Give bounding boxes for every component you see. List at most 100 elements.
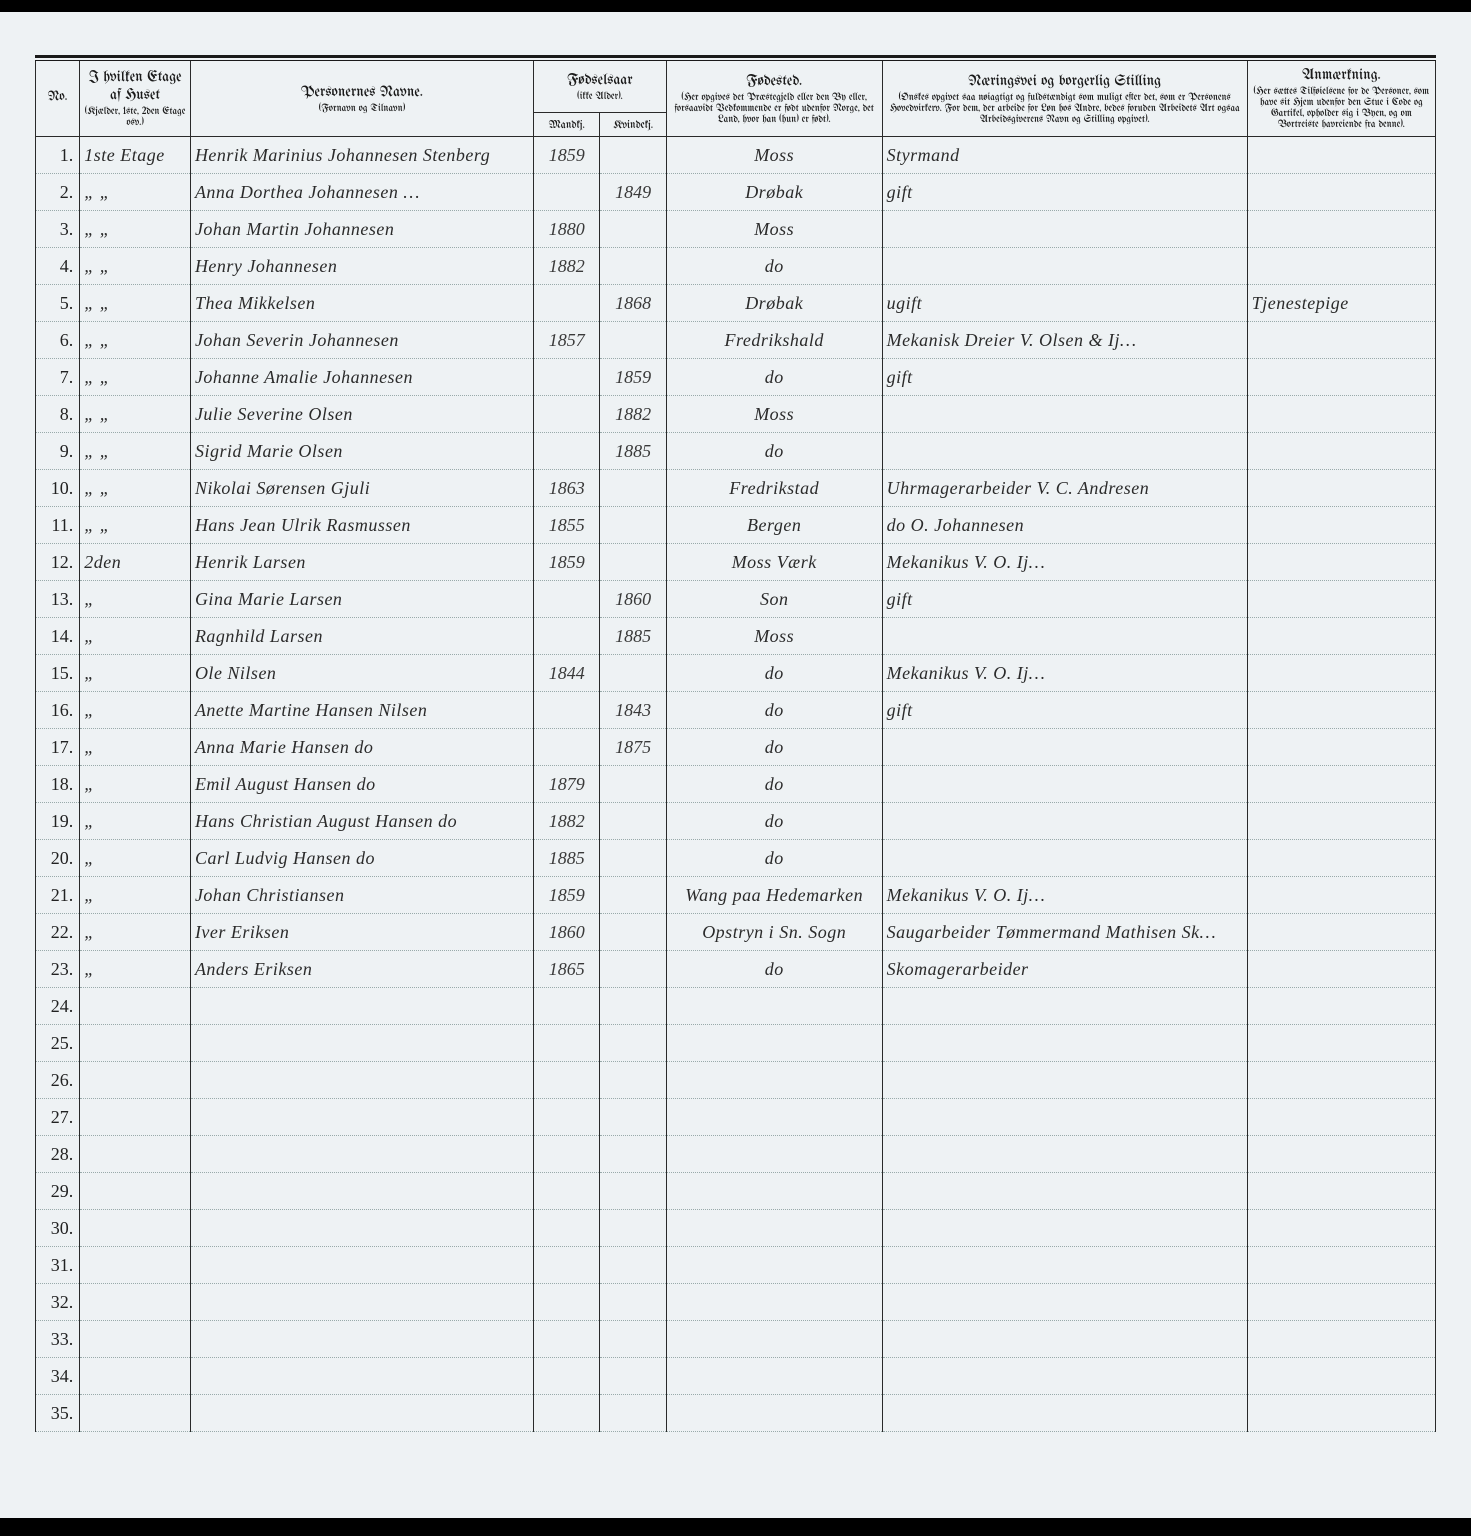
cell-remarks — [1247, 692, 1435, 729]
cell-remarks — [1247, 507, 1435, 544]
cell-occupation: gift — [882, 174, 1247, 211]
cell-birthplace: do — [666, 951, 882, 988]
cell-year-male — [534, 1136, 600, 1173]
cell-no: 27. — [36, 1099, 80, 1136]
cell-year-female: 1860 — [600, 581, 666, 618]
cell-no: 15. — [36, 655, 80, 692]
cell-year-male — [534, 1321, 600, 1358]
cell-year-female — [600, 1062, 666, 1099]
table-row: 10.„ „Nikolai Sørensen Gjuli1863Fredriks… — [36, 470, 1436, 507]
cell-no: 13. — [36, 581, 80, 618]
cell-name — [190, 1284, 533, 1321]
cell-year-female — [600, 951, 666, 988]
cell-etage: „ „ — [80, 211, 191, 248]
cell-year-male — [534, 1247, 600, 1284]
cell-year-female — [600, 507, 666, 544]
cell-occupation: Mekanikus V. O. Ij… — [882, 877, 1247, 914]
cell-occupation — [882, 211, 1247, 248]
cell-year-male: 1880 — [534, 211, 600, 248]
cell-etage — [80, 1247, 191, 1284]
cell-remarks — [1247, 1099, 1435, 1136]
cell-remarks — [1247, 1395, 1435, 1432]
cell-occupation — [882, 1358, 1247, 1395]
table-row: 12.2denHenrik Larsen1859Moss VærkMekanik… — [36, 544, 1436, 581]
cell-occupation — [882, 618, 1247, 655]
table-row: 13.„Gina Marie Larsen1860Songift — [36, 581, 1436, 618]
cell-no: 8. — [36, 396, 80, 433]
cell-remarks — [1247, 211, 1435, 248]
cell-year-male: 1885 — [534, 840, 600, 877]
cell-birthplace — [666, 1099, 882, 1136]
cell-occupation — [882, 1395, 1247, 1432]
cell-occupation — [882, 248, 1247, 285]
cell-remarks — [1247, 803, 1435, 840]
cell-birthplace: Moss — [666, 618, 882, 655]
cell-birthplace: do — [666, 803, 882, 840]
cell-birthplace: Drøbak — [666, 174, 882, 211]
cell-remarks — [1247, 877, 1435, 914]
cell-birthplace: Moss — [666, 396, 882, 433]
cell-year-female: 1859 — [600, 359, 666, 396]
cell-occupation: gift — [882, 692, 1247, 729]
cell-name: Thea Mikkelsen — [190, 285, 533, 322]
table-row: 35. — [36, 1395, 1436, 1432]
cell-etage: „ — [80, 803, 191, 840]
cell-remarks — [1247, 655, 1435, 692]
cell-birthplace: do — [666, 248, 882, 285]
cell-no: 1. — [36, 137, 80, 174]
cell-year-male — [534, 988, 600, 1025]
cell-no: 25. — [36, 1025, 80, 1062]
cell-birthplace — [666, 1247, 882, 1284]
cell-remarks — [1247, 1321, 1435, 1358]
cell-year-male: 1865 — [534, 951, 600, 988]
cell-name: Julie Severine Olsen — [190, 396, 533, 433]
cell-year-female — [600, 988, 666, 1025]
cell-remarks — [1247, 914, 1435, 951]
cell-etage: „ — [80, 655, 191, 692]
cell-name: Henrik Larsen — [190, 544, 533, 581]
cell-etage: „ „ — [80, 359, 191, 396]
cell-no: 26. — [36, 1062, 80, 1099]
table-row: 16.„Anette Martine Hansen Nilsen1843dogi… — [36, 692, 1436, 729]
header-no: No. — [36, 61, 80, 137]
cell-name — [190, 1395, 533, 1432]
cell-etage — [80, 1099, 191, 1136]
cell-etage: „ „ — [80, 248, 191, 285]
cell-name: Ragnhild Larsen — [190, 618, 533, 655]
cell-birthplace: Wang paa Hedemarken — [666, 877, 882, 914]
cell-name: Hans Jean Ulrik Rasmussen — [190, 507, 533, 544]
cell-occupation — [882, 729, 1247, 766]
cell-year-female: 1875 — [600, 729, 666, 766]
cell-year-male — [534, 692, 600, 729]
cell-occupation — [882, 1284, 1247, 1321]
cell-name: Johan Martin Johannesen — [190, 211, 533, 248]
cell-name — [190, 1025, 533, 1062]
cell-year-male — [534, 1173, 600, 1210]
cell-etage: „ — [80, 766, 191, 803]
cell-birthplace: do — [666, 359, 882, 396]
cell-no: 35. — [36, 1395, 80, 1432]
cell-birthplace: Son — [666, 581, 882, 618]
cell-no: 33. — [36, 1321, 80, 1358]
cell-name: Anna Marie Hansen do — [190, 729, 533, 766]
cell-birthplace: Bergen — [666, 507, 882, 544]
cell-etage: „ „ — [80, 285, 191, 322]
cell-birthplace: Moss — [666, 211, 882, 248]
cell-name: Hans Christian August Hansen do — [190, 803, 533, 840]
cell-etage: „ „ — [80, 322, 191, 359]
cell-remarks — [1247, 1136, 1435, 1173]
cell-name: Emil August Hansen do — [190, 766, 533, 803]
cell-remarks — [1247, 1247, 1435, 1284]
table-row: 21.„Johan Christiansen1859Wang paa Hedem… — [36, 877, 1436, 914]
cell-birthplace: Opstryn i Sn. Sogn — [666, 914, 882, 951]
table-row: 25. — [36, 1025, 1436, 1062]
cell-remarks — [1247, 359, 1435, 396]
table-row: 9.„ „Sigrid Marie Olsen1885do — [36, 433, 1436, 470]
cell-name — [190, 1247, 533, 1284]
table-row: 19.„Hans Christian August Hansen do1882d… — [36, 803, 1436, 840]
cell-etage: „ — [80, 618, 191, 655]
cell-remarks — [1247, 1284, 1435, 1321]
cell-etage: „ — [80, 729, 191, 766]
cell-no: 10. — [36, 470, 80, 507]
cell-birthplace — [666, 1136, 882, 1173]
